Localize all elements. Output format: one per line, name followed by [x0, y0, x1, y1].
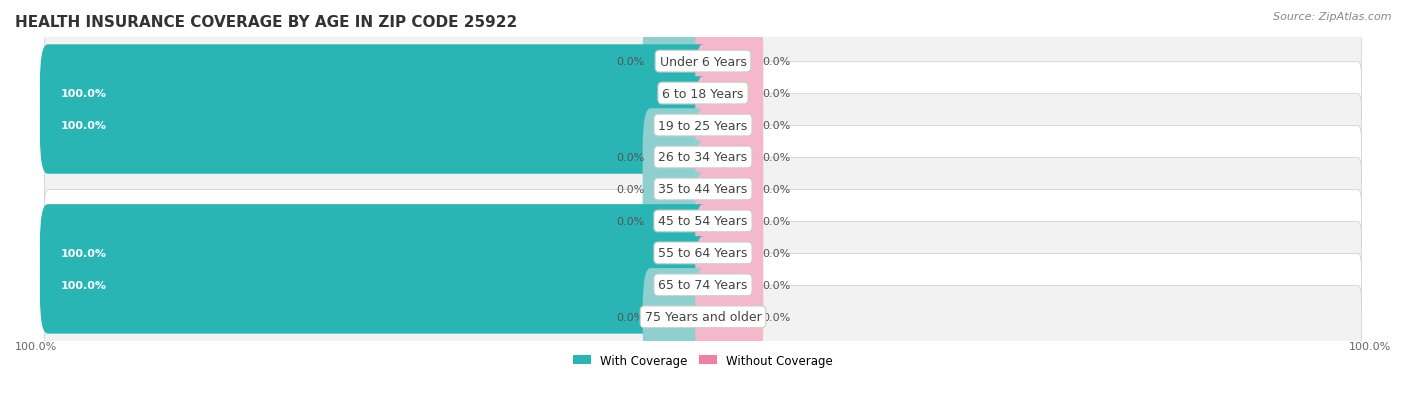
- Text: 75 Years and older: 75 Years and older: [644, 311, 762, 323]
- FancyBboxPatch shape: [39, 77, 711, 174]
- FancyBboxPatch shape: [45, 158, 1361, 221]
- FancyBboxPatch shape: [45, 222, 1361, 285]
- Text: Source: ZipAtlas.com: Source: ZipAtlas.com: [1274, 12, 1392, 22]
- Text: 100.0%: 100.0%: [1348, 341, 1391, 351]
- Text: 0.0%: 0.0%: [762, 248, 790, 258]
- FancyBboxPatch shape: [45, 63, 1361, 125]
- FancyBboxPatch shape: [45, 95, 1361, 157]
- FancyBboxPatch shape: [695, 109, 763, 206]
- Text: 100.0%: 100.0%: [60, 121, 107, 131]
- Text: 35 to 44 Years: 35 to 44 Years: [658, 183, 748, 196]
- FancyBboxPatch shape: [695, 237, 763, 334]
- Text: 100.0%: 100.0%: [60, 280, 107, 290]
- Text: 0.0%: 0.0%: [616, 312, 644, 322]
- FancyBboxPatch shape: [39, 45, 711, 142]
- FancyBboxPatch shape: [695, 141, 763, 238]
- FancyBboxPatch shape: [695, 45, 763, 142]
- FancyBboxPatch shape: [39, 205, 711, 302]
- FancyBboxPatch shape: [643, 268, 711, 366]
- Text: 0.0%: 0.0%: [616, 216, 644, 226]
- Text: 0.0%: 0.0%: [762, 153, 790, 163]
- FancyBboxPatch shape: [45, 190, 1361, 253]
- Legend: With Coverage, Without Coverage: With Coverage, Without Coverage: [568, 349, 838, 371]
- FancyBboxPatch shape: [695, 205, 763, 302]
- Text: 0.0%: 0.0%: [616, 153, 644, 163]
- Text: 55 to 64 Years: 55 to 64 Years: [658, 247, 748, 260]
- Text: 0.0%: 0.0%: [762, 89, 790, 99]
- FancyBboxPatch shape: [695, 268, 763, 366]
- Text: 6 to 18 Years: 6 to 18 Years: [662, 87, 744, 100]
- Text: 100.0%: 100.0%: [60, 248, 107, 258]
- Text: 0.0%: 0.0%: [762, 185, 790, 195]
- Text: 65 to 74 Years: 65 to 74 Years: [658, 279, 748, 292]
- Text: 0.0%: 0.0%: [616, 185, 644, 195]
- Text: Under 6 Years: Under 6 Years: [659, 55, 747, 69]
- FancyBboxPatch shape: [39, 237, 711, 334]
- FancyBboxPatch shape: [45, 126, 1361, 189]
- FancyBboxPatch shape: [695, 13, 763, 111]
- Text: 26 to 34 Years: 26 to 34 Years: [658, 151, 748, 164]
- Text: 0.0%: 0.0%: [762, 312, 790, 322]
- Text: 100.0%: 100.0%: [60, 89, 107, 99]
- Text: 0.0%: 0.0%: [762, 57, 790, 67]
- FancyBboxPatch shape: [45, 286, 1361, 348]
- FancyBboxPatch shape: [45, 31, 1361, 93]
- Text: 45 to 54 Years: 45 to 54 Years: [658, 215, 748, 228]
- Text: 0.0%: 0.0%: [762, 216, 790, 226]
- FancyBboxPatch shape: [695, 173, 763, 270]
- FancyBboxPatch shape: [643, 13, 711, 111]
- Text: 0.0%: 0.0%: [762, 280, 790, 290]
- FancyBboxPatch shape: [643, 141, 711, 238]
- Text: 19 to 25 Years: 19 to 25 Years: [658, 119, 748, 132]
- Text: 100.0%: 100.0%: [15, 341, 58, 351]
- FancyBboxPatch shape: [643, 109, 711, 206]
- Text: 0.0%: 0.0%: [616, 57, 644, 67]
- FancyBboxPatch shape: [45, 254, 1361, 316]
- FancyBboxPatch shape: [695, 77, 763, 174]
- Text: 0.0%: 0.0%: [762, 121, 790, 131]
- Text: HEALTH INSURANCE COVERAGE BY AGE IN ZIP CODE 25922: HEALTH INSURANCE COVERAGE BY AGE IN ZIP …: [15, 15, 517, 30]
- FancyBboxPatch shape: [643, 173, 711, 270]
